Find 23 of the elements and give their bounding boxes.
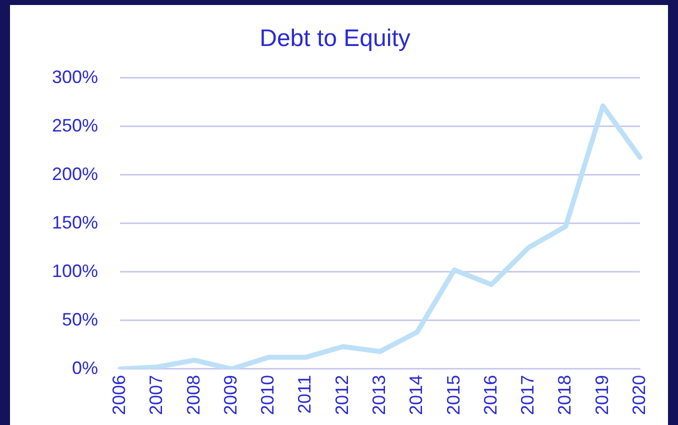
y-tick-label: 0% [72,358,98,378]
x-tick-label: 2006 [109,374,130,416]
x-tick-label: 2010 [258,374,278,416]
chart-title: Debt to Equity [260,25,410,52]
x-tick-label: 2012 [332,374,352,416]
x-tick-label: 2011 [294,374,315,414]
x-tick-label: 2016 [480,374,500,416]
x-tick-label: 2009 [220,374,240,416]
x-tick-label: 2017 [518,374,538,416]
x-tick-label: 2020 [628,374,649,416]
y-tick-label: 200% [52,164,98,184]
x-tick-label: 2019 [592,374,612,416]
y-tick-label: 100% [52,260,98,281]
x-tick-label: 2018 [554,374,575,416]
x-tick-label: 2013 [368,374,389,416]
x-tick-label: 2007 [146,374,166,416]
x-tick-label: 2008 [183,374,204,416]
y-tick-label: 300% [52,66,98,87]
x-tick-label: 2015 [443,374,464,416]
y-tick-label: 150% [52,212,98,232]
y-tick-label: 250% [52,115,98,136]
x-tick-label: 2014 [406,374,426,416]
y-tick-label: 50% [62,309,98,330]
